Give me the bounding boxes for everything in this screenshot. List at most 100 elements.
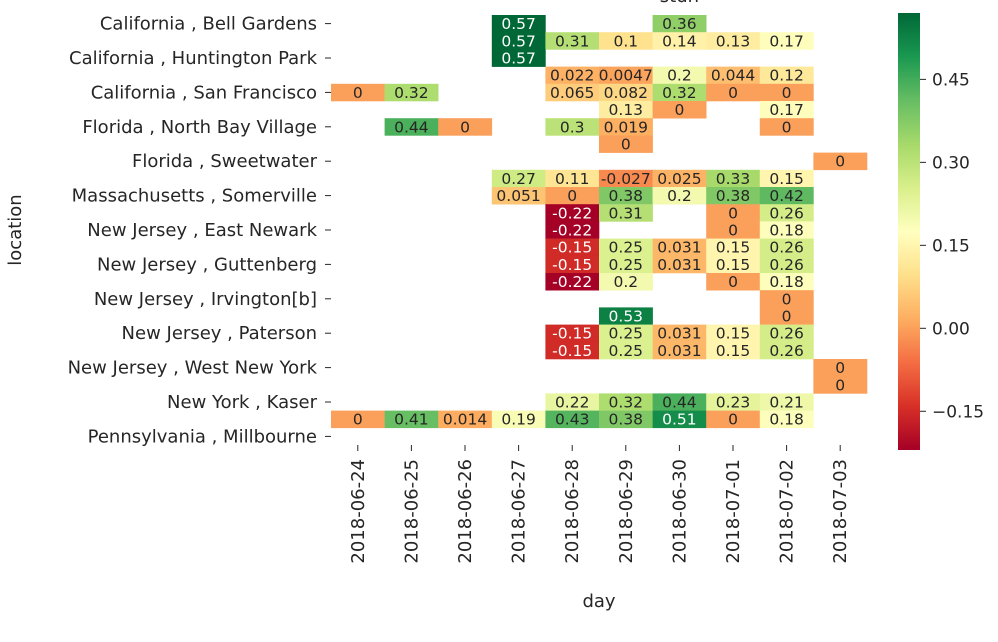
y-tick-label: New Jersey , Guttenberg — [97, 254, 317, 275]
heatmap-cell — [384, 410, 439, 429]
cell-value-label: 0.33 — [716, 170, 751, 188]
heatmap-cell — [652, 410, 707, 429]
heatmap-cell — [759, 393, 814, 411]
heatmap-cell — [491, 15, 546, 33]
heatmap-cell — [759, 307, 814, 325]
heatmap-cell — [491, 169, 546, 188]
heatmap-cell — [759, 341, 814, 360]
heatmap-cell — [438, 118, 493, 136]
heatmap-cell — [706, 187, 761, 205]
cell-value-label: 0.044 — [711, 67, 755, 85]
cell-value-label: 0.26 — [769, 239, 804, 257]
heatmap-cell — [599, 32, 653, 50]
cell-value-label: 0.014 — [443, 411, 487, 429]
heatmap-cell — [706, 204, 761, 222]
heatmap-cell — [759, 187, 814, 205]
heatmap-cell — [652, 187, 707, 205]
cell-value-label: 0.15 — [716, 325, 751, 343]
y-tick-label: California , Huntington Park — [69, 48, 318, 69]
y-tick-label: Pennsylvania , Millbourne — [88, 426, 317, 447]
heatmap-cell — [652, 66, 707, 85]
cell-value-label: 0.2 — [667, 67, 692, 85]
heatmap-cell — [759, 410, 814, 429]
heatmap-cell — [491, 410, 546, 429]
cell-value-label: 0.26 — [769, 204, 804, 222]
heatmap-cell — [599, 204, 653, 222]
heatmap-cell — [813, 376, 868, 394]
cell-value-label: 0.26 — [769, 325, 804, 343]
cell-value-label: -0.15 — [552, 239, 592, 257]
y-tick-label: New Jersey , Paterson — [122, 323, 317, 344]
x-tick-label: 2018-06-24 — [348, 459, 369, 564]
cell-value-label: 0.0047 — [599, 67, 653, 85]
heatmap-cell — [706, 273, 761, 291]
heatmap-cell — [706, 324, 761, 343]
y-tick-label: New Jersey , Irvington[b] — [94, 289, 317, 310]
x-tick-label: 2018-06-26 — [455, 459, 476, 564]
heatmap-cell — [706, 83, 761, 102]
heatmap-cell — [759, 221, 814, 239]
y-tick-label: New Jersey , East Newark — [87, 220, 317, 241]
heatmap-cell — [599, 255, 653, 274]
chart-title: stun — [660, 0, 699, 7]
cell-value-label: 0.12 — [769, 67, 804, 85]
cell-value-label: 0.17 — [769, 101, 804, 119]
heatmap-cell — [706, 169, 761, 188]
heatmap-cell — [545, 410, 600, 429]
y-tick-label: Massachusetts , Somerville — [72, 186, 317, 207]
cell-value-label: 0.21 — [769, 394, 804, 412]
x-tick-label: 2018-06-27 — [509, 459, 530, 564]
heatmap-cell — [652, 15, 707, 33]
heatmap-cell — [599, 341, 653, 360]
cell-value-label: 0.57 — [501, 50, 536, 68]
colorbar-tick-label: 0.45 — [932, 70, 970, 90]
x-tick-label: 2018-06-29 — [616, 459, 637, 564]
cell-value-label: 0.26 — [769, 256, 804, 274]
cell-value-label: 0.13 — [609, 101, 644, 119]
heatmap-cell — [759, 169, 814, 188]
cell-value-label: 0 — [835, 376, 845, 394]
heatmap-cell — [545, 32, 600, 50]
cell-value-label: 0.31 — [609, 204, 644, 222]
cell-value-label: 0 — [728, 204, 738, 222]
heatmap-cell — [545, 324, 600, 343]
heatmap-cell — [759, 66, 814, 85]
cell-value-label: 0.18 — [769, 411, 804, 429]
cell-value-label: 0 — [621, 136, 631, 154]
cell-value-label: 0.53 — [609, 308, 644, 326]
heatmap-cell — [491, 187, 546, 205]
cell-value-label: 0.25 — [609, 342, 644, 360]
y-axis-label: location — [5, 194, 26, 265]
heatmap-cell — [759, 32, 814, 50]
cell-value-label: 0.031 — [657, 239, 701, 257]
x-tick-label: 2018-06-28 — [562, 459, 583, 564]
cell-value-label: -0.027 — [601, 170, 651, 188]
x-axis-label: day — [582, 591, 615, 612]
cell-value-label: -0.15 — [552, 256, 592, 274]
heatmap-cell — [652, 169, 707, 188]
cell-value-label: 0.23 — [716, 394, 751, 412]
heatmap-cell — [706, 66, 761, 85]
cell-value-label: 0 — [782, 308, 792, 326]
y-tick-label: California , Bell Gardens — [100, 14, 317, 35]
cell-value-label: 0 — [782, 84, 792, 102]
cell-value-label: 0.41 — [394, 411, 429, 429]
cell-value-label: 0 — [567, 187, 577, 205]
cell-value-label: 0 — [353, 411, 363, 429]
y-tick-label: Florida , Sweetwater — [132, 151, 318, 172]
heatmap-cell — [759, 204, 814, 222]
cell-value-label: 0.38 — [609, 187, 644, 205]
cell-value-label: 0.3 — [560, 118, 585, 136]
heatmap-cell — [759, 255, 814, 274]
cell-value-label: 0 — [728, 84, 738, 102]
cell-value-label: 0.025 — [657, 170, 701, 188]
heatmap-cell — [599, 393, 653, 411]
heatmap-cell — [545, 221, 600, 239]
cell-value-label: 0.57 — [501, 15, 536, 33]
heatmap-cell — [599, 238, 653, 257]
colorbar: 0.45 0.30 0.15 0.00 −0.15 — [898, 13, 984, 450]
cell-value-label: 0.11 — [555, 170, 590, 188]
cell-value-label: 0.27 — [501, 170, 536, 188]
cell-value-label: 0.57 — [501, 32, 536, 50]
cell-value-label: 0.42 — [769, 187, 804, 205]
